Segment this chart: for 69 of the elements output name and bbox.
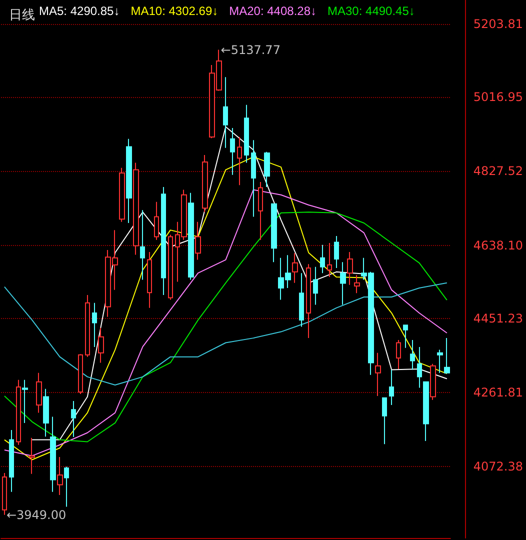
y-tick-label: 4072.38 [473,460,523,474]
candlestick [382,397,387,445]
y-tick-label: 5016.95 [473,90,523,104]
text: MA10: 4302.69↓ [130,4,218,18]
candlestick [119,167,125,222]
candlestick [375,352,381,396]
candlestick [389,369,394,406]
candlestick [140,210,145,280]
candlestick [313,266,318,306]
candlestick [147,251,152,308]
candlestick [334,235,339,269]
candlestick [50,416,56,492]
candlestick [251,140,256,218]
candlestick [271,203,277,263]
candlestick [223,76,228,148]
candlestick [78,354,83,395]
candlestick [64,466,69,508]
candlestick [126,138,132,224]
y-tick-label: 4451.23 [473,311,523,326]
y-tick-label: 4638.10 [473,238,523,252]
candlestick [430,363,436,400]
candlestick [57,456,63,496]
candlestick [396,340,401,370]
candlestick [230,127,235,176]
candlestick [16,379,21,446]
candlestick [306,264,311,339]
candlestick [410,340,415,370]
candlestick [237,136,242,186]
candlestick [22,379,28,424]
candlestick [417,346,422,388]
candlestick [244,104,249,164]
candlestick [71,400,76,438]
y-tick-label: 5203.81 [473,16,523,31]
candlestick [168,234,173,300]
candlestick [92,302,97,348]
candlestick [9,430,14,492]
candlestick [437,349,443,374]
candlestick [264,151,270,188]
candlestick [161,186,166,296]
text: MA20: 4408.28↓ [229,4,317,18]
candlestick [98,327,104,364]
candlestick [423,381,429,442]
candlestick [354,274,360,294]
annotation: ←3949.00 [6,508,66,522]
text: MA30: 4490.45↓ [328,4,415,18]
candlestick [320,244,325,274]
y-tick-label: 4261.81 [473,386,523,400]
annotation: ←5137.77 [220,42,280,57]
candlestick [188,192,194,280]
y-tick-label: 4827.52 [473,164,523,178]
candlestick [299,272,304,328]
candlestick [43,388,49,438]
candlestick [327,242,332,278]
text: 日线 [9,8,35,23]
candlestick [292,252,298,284]
candlestick [202,154,208,213]
candlestick [403,324,408,348]
line-series [4,282,448,386]
candlestick [85,294,90,358]
text: MA5: 4290.85↓ [39,4,120,18]
candlestick [340,262,346,306]
candlestick [154,201,159,240]
candlestick [347,251,353,286]
candlestick [133,162,139,256]
candlestick [258,181,263,240]
candlestick [29,437,35,474]
candlestick [444,338,450,374]
candlestick [195,221,201,260]
candlestick [36,372,42,414]
